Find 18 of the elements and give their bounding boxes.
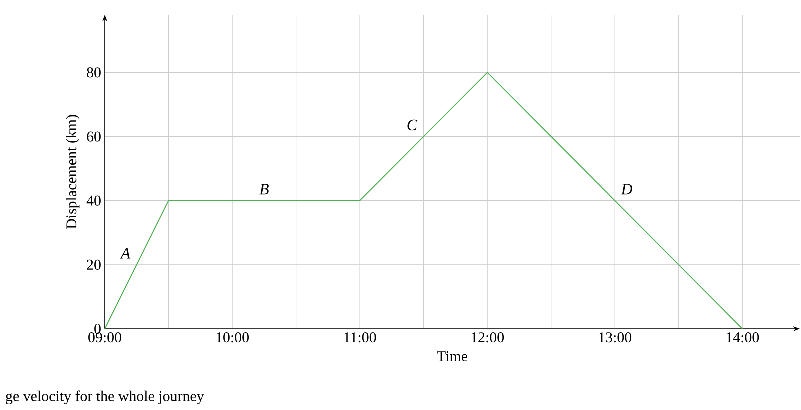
y-tick-label: 40	[86, 196, 101, 206]
x-tick-label: 10:00	[216, 332, 249, 343]
annotation: B	[260, 184, 269, 195]
x-axis-title: Time	[437, 352, 468, 362]
annotation: C	[408, 120, 418, 131]
text: ge velocity for the whole journey	[6, 390, 204, 404]
x-tick-label: 14:00	[726, 332, 760, 343]
annotation: A	[120, 248, 131, 259]
x-tick-label: 09:00	[88, 332, 122, 343]
y-tick-label: 0	[94, 324, 101, 334]
y-tick-label: 80	[87, 68, 101, 78]
x-tick-label: 11:00	[344, 332, 376, 343]
x-tick-label: 13:00	[599, 332, 632, 343]
x-tick-label: 12:00	[472, 332, 504, 343]
annotation: D	[621, 184, 633, 195]
y-axis-title: Displacement (km)	[66, 115, 80, 230]
y-tick-label: 60	[87, 132, 101, 142]
y-tick-label: 20	[87, 260, 101, 270]
